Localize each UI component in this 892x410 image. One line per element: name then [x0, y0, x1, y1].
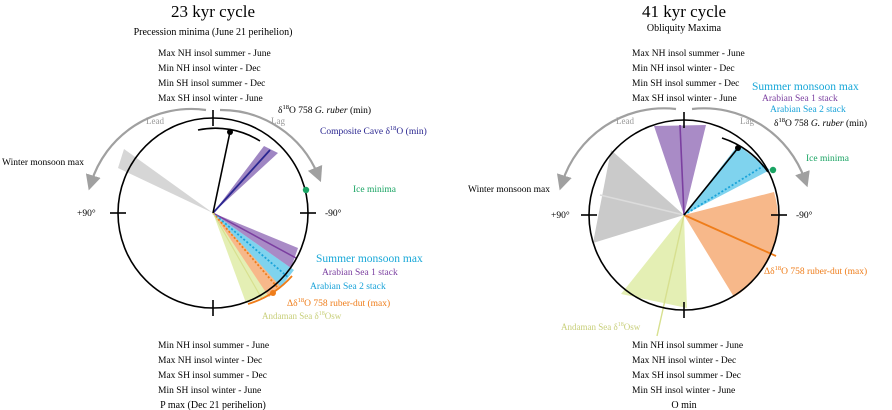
- left-ruber-dot: [227, 129, 233, 135]
- left-lead-label: Lead: [146, 116, 164, 126]
- left-lag-label: Lag: [271, 116, 285, 126]
- left-gray-wedge: [118, 149, 213, 213]
- left-cave-label: Composite Cave δ18O (min): [320, 125, 427, 137]
- right-ruber-min-label: δ18O 758 G. ruber (min): [774, 117, 867, 129]
- right-top-label-2: Min NH insol winter - Dec: [632, 64, 735, 74]
- left-summer-monsoon: Summer monsoon max: [316, 253, 423, 265]
- left-arabian2-wedge: [213, 213, 294, 287]
- left-bottom-title: P max (Dec 21 perihelion): [160, 400, 266, 410]
- left-arabian1-label: Arabian Sea 1 stack: [322, 268, 398, 278]
- left-arabian2-label: Arabian Sea 2 stack: [310, 282, 386, 292]
- left-ice-label: Ice minima: [353, 185, 397, 195]
- left-arabian1-wedge: [213, 213, 298, 268]
- left-bottom-label-3: Max SH insol summer - Dec: [158, 371, 267, 381]
- right-lag-arrow: [691, 107, 810, 188]
- right-minus90: -90°: [796, 210, 813, 221]
- left-subtitle: Precession minima (June 21 perihelion): [134, 27, 293, 38]
- right-top-label-1: Max NH insol summer - June: [632, 49, 745, 59]
- left-lead-arrow: [85, 107, 207, 191]
- left-ruber-min-label: δ18O 758 G. ruber (min): [278, 104, 371, 116]
- right-gray-line: [599, 194, 685, 216]
- right-gray-wedge: [593, 150, 684, 243]
- left-top-label-4: Max SH insol winter - June: [158, 94, 263, 104]
- right-plus90: +90°: [551, 210, 570, 221]
- right-bottom-label-1: Min NH insol summer - June: [632, 341, 743, 351]
- right-green-wedge: [621, 215, 687, 308]
- left-orange-dotted: [212, 212, 279, 289]
- right-ruber-dot: [735, 145, 741, 151]
- left-ruber-dut-label: Δδ18O 758 ruber-dut (max): [287, 297, 390, 309]
- right-orange-line: [683, 214, 777, 257]
- right-top-label-4: Max SH insol winter - June: [632, 94, 737, 104]
- right-purple-wedge: [654, 125, 706, 215]
- left-andaman-line: [212, 212, 263, 300]
- right-green-line: [656, 214, 685, 337]
- right-arabian2-label: Arabian Sea 2 stack: [770, 105, 846, 115]
- left-lag-arrow: [219, 108, 323, 183]
- right-bottom-label-3: Max SH insol summer - Dec: [632, 371, 741, 381]
- right-ice-dot: [769, 166, 777, 174]
- left-ruber-line: [212, 131, 231, 214]
- left-top-label-3: Min SH insol summer - Dec: [158, 79, 265, 89]
- right-ruber-dut-label: Δδ18O 758 ruber-dut (max): [764, 265, 867, 277]
- right-bottom-label-2: Max NH insol winter - Dec: [632, 356, 736, 366]
- right-ice-label: Ice minima: [806, 154, 850, 164]
- left-bottom-label-4: Min SH insol winter - June: [158, 386, 261, 396]
- left-top-label-2: Min NH insol winter - Dec: [158, 64, 261, 74]
- right-lag-label: Lag: [740, 116, 754, 126]
- right-andaman-label: Andaman Sea δ18Osw: [561, 322, 641, 332]
- left-title: 23 kyr cycle: [171, 2, 255, 21]
- left-cave-line: [212, 149, 271, 214]
- right-winter-monsoon: Winter monsoon max: [468, 185, 550, 195]
- right-arabian1-label: Arabian Sea 1 stack: [762, 94, 838, 104]
- left-minus90: -90°: [325, 208, 342, 219]
- left-andaman-wedge: [213, 213, 271, 303]
- right-ruber-line: [683, 147, 739, 216]
- left-orange-wedge: [213, 213, 284, 297]
- right-top-label-3: Min SH insol summer - Dec: [632, 79, 739, 89]
- right-subtitle: Obliquity Maxima: [647, 23, 722, 34]
- right-lead-arrow: [556, 107, 677, 191]
- right-orange-wedge: [684, 192, 778, 297]
- right-bottom-label-4: Min SH insol winter - June: [632, 386, 735, 396]
- right-bottom-title: O min: [671, 400, 696, 410]
- left-winter-monsoon: Winter monsoon max: [2, 158, 84, 168]
- right-ruber-arc: [721, 137, 769, 173]
- right-lead-label: Lead: [616, 116, 634, 126]
- left-orange-dot: [270, 290, 276, 296]
- left-plus90: +90°: [77, 208, 96, 219]
- left-ice-dot: [302, 186, 310, 194]
- left-panel: 23 kyr cycle Precession minima (June 21 …: [2, 2, 427, 410]
- right-blue-wedge: [684, 145, 770, 215]
- left-bottom-label-2: Max NH insol winter - Dec: [158, 356, 262, 366]
- right-title: 41 kyr cycle: [642, 2, 726, 21]
- left-arabian1-line: [212, 212, 297, 259]
- left-andaman-label: Andaman Sea δ18Osw: [262, 311, 342, 321]
- left-arabian2-dotted: [212, 212, 290, 279]
- left-bottom-label-1: Min NH insol summer - June: [158, 341, 269, 351]
- right-purple-line: [679, 124, 685, 216]
- left-top-label-1: Max NH insol summer - June: [158, 49, 271, 59]
- right-summer-monsoon: Summer monsoon max: [752, 81, 859, 93]
- right-panel: 41 kyr cycle Obliquity Maxima Max NH ins…: [468, 2, 867, 410]
